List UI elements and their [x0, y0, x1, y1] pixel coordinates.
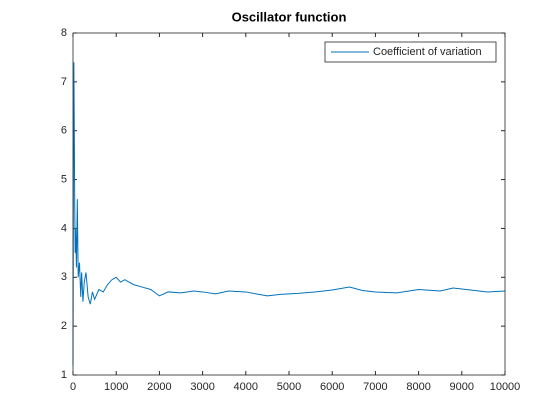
x-tick-label: 10000: [490, 381, 521, 393]
x-tick-label: 2000: [147, 381, 171, 393]
legend-label: Coefficient of variation: [373, 46, 482, 58]
x-tick-label: 6000: [320, 381, 344, 393]
y-tick-label: 7: [61, 76, 67, 88]
data-line: [72, 62, 506, 366]
y-tick-label: 1: [61, 369, 67, 381]
x-tick-label: 7000: [363, 381, 387, 393]
y-tick-label: 4: [61, 222, 67, 234]
x-tick-label: 0: [70, 381, 76, 393]
x-tick-label: 8000: [406, 381, 430, 393]
y-tick-label: 3: [61, 271, 67, 283]
x-tick-label: 5000: [277, 381, 301, 393]
y-tick-label: 6: [61, 125, 67, 137]
x-tick-label: 1000: [104, 381, 128, 393]
x-tick-label: 3000: [190, 381, 214, 393]
x-tick-label: 9000: [450, 381, 474, 393]
y-tick-label: 8: [61, 27, 67, 39]
y-tick-label: 2: [61, 320, 67, 332]
axes-box: [72, 32, 506, 376]
y-tick-label: 5: [61, 173, 67, 185]
x-tick-label: 4000: [234, 381, 258, 393]
chart-title: Oscillator function: [232, 9, 347, 24]
legend-box: [324, 41, 497, 63]
plot-area: [73, 33, 505, 375]
